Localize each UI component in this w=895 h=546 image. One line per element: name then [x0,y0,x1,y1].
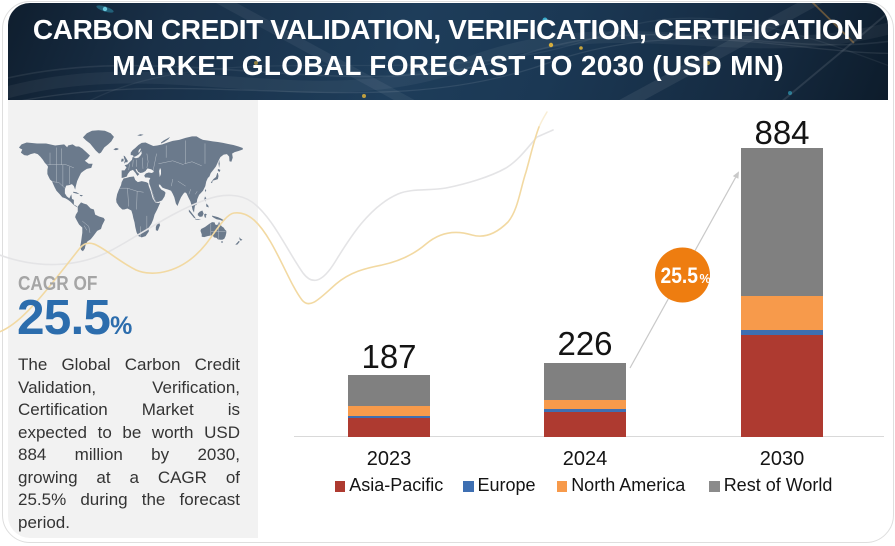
svg-text:25.5: 25.5 [661,263,699,288]
svg-text:%: % [700,272,711,286]
